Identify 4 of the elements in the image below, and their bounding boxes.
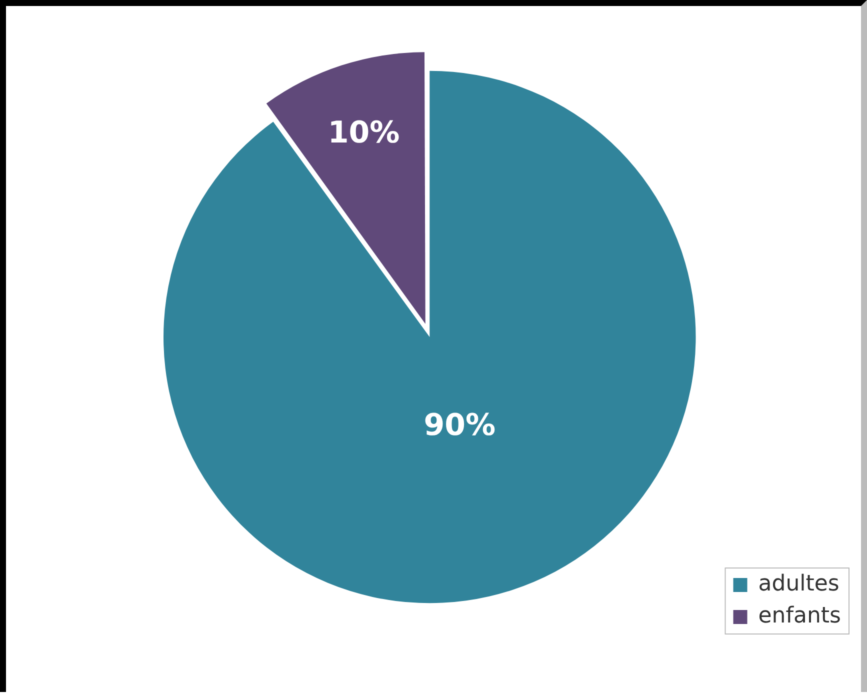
legend-label: enfants [758, 604, 842, 629]
data-label: 90% [424, 408, 496, 443]
legend-label: adultes [758, 572, 840, 597]
data-label: 10% [328, 115, 400, 150]
